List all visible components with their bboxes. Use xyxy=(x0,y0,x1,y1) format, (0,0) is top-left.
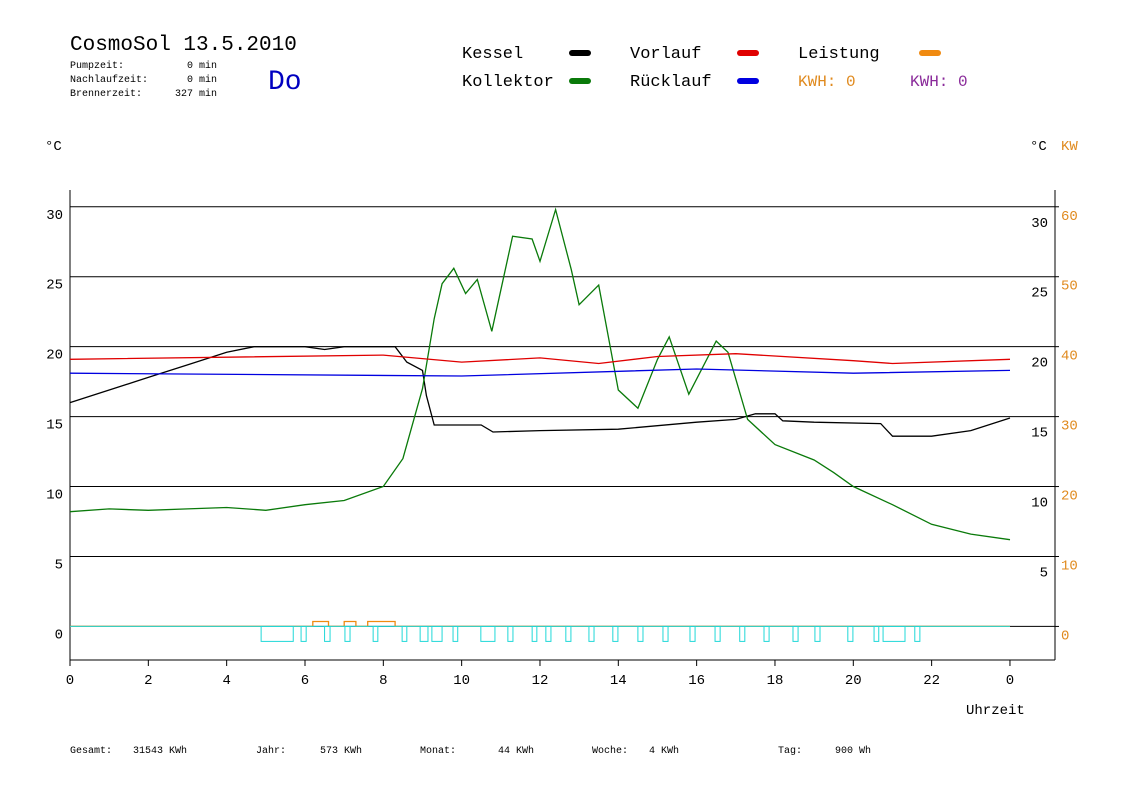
pump-pulse xyxy=(612,625,619,642)
x-tick-label: 2 xyxy=(144,673,152,689)
y2-axis-label: KW xyxy=(1061,139,1078,155)
footer-value: 44 KWh xyxy=(498,745,534,757)
y2-tick-label: 30 xyxy=(1061,419,1078,435)
pump-pulse xyxy=(260,625,294,642)
pump-pulse xyxy=(419,625,429,642)
x-tick-label: 16 xyxy=(688,673,705,689)
pump-pulse xyxy=(714,625,721,642)
legend-label: Kessel xyxy=(462,45,523,64)
pump-pulse xyxy=(914,625,921,642)
y-tick-label-right: 15 xyxy=(1031,426,1048,442)
pump-pulse xyxy=(452,625,459,642)
y-tick-label-right: 5 xyxy=(1040,565,1048,581)
pump-pulse xyxy=(763,625,770,642)
x-tick-label: 18 xyxy=(767,673,784,689)
pump-pulse xyxy=(662,625,669,642)
x-tick-label: 0 xyxy=(1006,673,1014,689)
y-tick-label: 10 xyxy=(46,488,63,504)
footer-label: Jahr: xyxy=(256,745,286,757)
y2-tick-label: 40 xyxy=(1061,349,1078,365)
x-tick-label: 20 xyxy=(845,673,862,689)
y2-tick-label: 60 xyxy=(1061,209,1078,225)
pump-pulse xyxy=(507,625,514,642)
pump-pulse xyxy=(531,625,538,642)
y2-tick-label: 0 xyxy=(1061,628,1069,644)
pump-pulse xyxy=(344,625,351,642)
pump-pulse xyxy=(792,625,799,642)
chart-title: CosmoSol 13.5.2010 xyxy=(70,34,297,57)
kwh-label: KWH: 0 xyxy=(798,73,856,91)
y-tick-label: 5 xyxy=(55,557,63,573)
series-line xyxy=(69,346,1011,437)
pump-pulse xyxy=(431,625,443,642)
pump-pulse xyxy=(324,625,331,642)
stat-label: Nachlaufzeit: xyxy=(70,74,148,86)
footer-value: 900 Wh xyxy=(835,745,871,757)
y2-tick-label: 10 xyxy=(1061,558,1078,574)
footer-label: Tag: xyxy=(778,746,802,757)
y-tick-label-right: 30 xyxy=(1031,216,1048,232)
series-line xyxy=(69,368,1011,377)
stat-value: 0 min xyxy=(187,60,217,72)
series-line xyxy=(69,353,1011,365)
legend-label: Leistung xyxy=(798,45,880,64)
stat-value: 327 min xyxy=(175,88,217,100)
series-line xyxy=(70,620,1010,628)
legend-label: Kollektor xyxy=(462,73,554,92)
x-tick-label: 22 xyxy=(923,673,940,689)
stat-label: Pumpzeit: xyxy=(70,60,124,72)
stat-value: 0 min xyxy=(187,74,217,86)
pump-pulse xyxy=(401,625,408,642)
pump-pulse xyxy=(588,625,595,642)
legend-label: Vorlauf xyxy=(630,45,701,64)
pump-pulse xyxy=(565,625,572,642)
pump-pulse xyxy=(873,625,880,642)
y-tick-label: 20 xyxy=(46,348,63,364)
footer-label: Monat: xyxy=(420,746,456,757)
pump-pulse xyxy=(689,625,696,642)
y-tick-label-right: 10 xyxy=(1031,496,1048,512)
day-label: Do xyxy=(268,67,302,98)
footer-value: 31543 KWh xyxy=(133,745,187,757)
legend-label: Rücklauf xyxy=(630,73,712,92)
x-axis-label: Uhrzeit xyxy=(966,703,1025,719)
pump-pulse xyxy=(372,625,379,642)
footer-label: Gesamt: xyxy=(70,746,112,757)
y-tick-label: 30 xyxy=(46,208,63,224)
x-tick-label: 0 xyxy=(66,673,74,689)
x-tick-label: 8 xyxy=(379,673,387,689)
y-tick-label-right: 25 xyxy=(1031,286,1048,302)
pump-pulse xyxy=(814,625,821,642)
x-tick-label: 12 xyxy=(532,673,549,689)
stat-label: Brennerzeit: xyxy=(70,88,142,100)
y2-axis-label-c: °C xyxy=(1030,139,1047,155)
y-tick-label-right: 20 xyxy=(1031,356,1048,372)
y-tick-label: 15 xyxy=(46,418,63,434)
x-tick-label: 6 xyxy=(301,673,309,689)
series-line xyxy=(69,207,1011,541)
y-tick-label: 0 xyxy=(55,627,63,643)
x-tick-label: 10 xyxy=(453,673,470,689)
pump-pulse xyxy=(545,625,552,642)
pump-pulse xyxy=(847,625,854,642)
x-tick-label: 14 xyxy=(610,673,627,689)
kwh-label: KWH: 0 xyxy=(910,73,968,91)
pump-pulse xyxy=(637,625,644,642)
footer-value: 573 KWh xyxy=(320,745,362,757)
pump-pulse xyxy=(480,625,496,642)
x-tick-label: 4 xyxy=(222,673,230,689)
pump-pulse xyxy=(300,625,307,642)
pump-pulse xyxy=(882,625,906,642)
footer-label: Woche: xyxy=(592,745,628,757)
footer-value: 4 KWh xyxy=(649,745,679,757)
y-tick-label: 25 xyxy=(46,278,63,294)
y-axis-label: °C xyxy=(45,139,62,155)
y2-tick-label: 20 xyxy=(1061,489,1078,505)
pump-pulse xyxy=(739,625,746,642)
y2-tick-label: 50 xyxy=(1061,279,1078,295)
